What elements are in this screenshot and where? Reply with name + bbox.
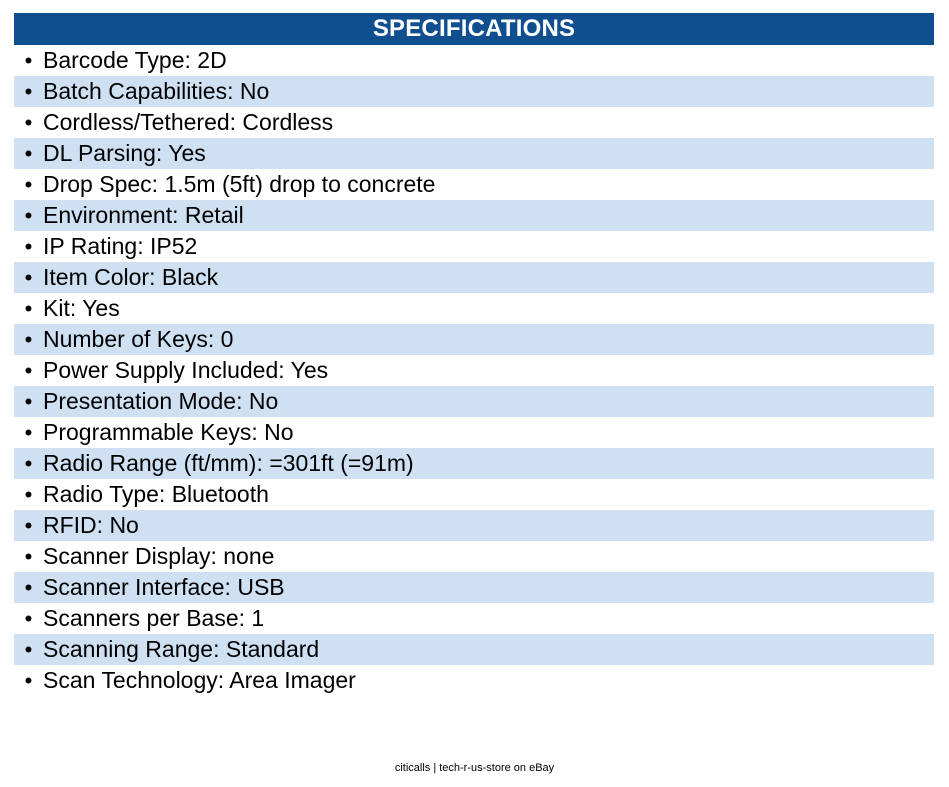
spec-row: • Scan Technology: Area Imager (14, 665, 934, 696)
bullet-icon: • (24, 482, 33, 507)
spec-row: • Scanner Interface: USB (14, 572, 934, 603)
spec-text: DL Parsing: Yes (43, 140, 206, 166)
bullet-icon: • (24, 420, 33, 445)
spec-text: Cordless/Tethered: Cordless (43, 109, 334, 135)
bullet-icon: • (24, 451, 33, 476)
spec-row: • Power Supply Included: Yes (14, 355, 934, 386)
spec-text: Radio Range (ft/mm): =301ft (=91m) (43, 450, 414, 476)
bullet-icon: • (24, 668, 33, 693)
spec-row: • Kit: Yes (14, 293, 934, 324)
spec-row: • Scanning Range: Standard (14, 634, 934, 665)
spec-text: Barcode Type: 2D (43, 47, 227, 73)
bullet-icon: • (24, 48, 33, 73)
spec-row: • Number of Keys: 0 (14, 324, 934, 355)
bullet-icon: • (24, 327, 33, 352)
bullet-icon: • (24, 389, 33, 414)
spec-row: • Item Color: Black (14, 262, 934, 293)
bullet-icon: • (24, 296, 33, 321)
bullet-icon: • (24, 203, 33, 228)
specifications-list: • Barcode Type: 2D • Batch Capabilities: N… (14, 45, 934, 696)
bullet-icon: • (24, 544, 33, 569)
bullet-icon: • (24, 575, 33, 600)
spec-row: • Presentation Mode: No (14, 386, 934, 417)
spec-row: • Radio Range (ft/mm): =301ft (=91m) (14, 448, 934, 479)
bullet-icon: • (24, 513, 33, 538)
spec-text: Kit: Yes (43, 295, 120, 321)
bullet-icon: • (24, 234, 33, 259)
spec-text: RFID: No (43, 512, 139, 538)
spec-row: • RFID: No (14, 510, 934, 541)
bullet-icon: • (24, 172, 33, 197)
bullet-icon: • (24, 110, 33, 135)
bullet-icon: • (24, 79, 33, 104)
spec-text: Power Supply Included: Yes (43, 357, 329, 383)
spec-row: • Radio Type: Bluetooth (14, 479, 934, 510)
spec-row: • DL Parsing: Yes (14, 138, 934, 169)
spec-text: Scanner Interface: USB (43, 574, 285, 600)
spec-text: Scanners per Base: 1 (43, 605, 265, 631)
spec-text: Scanning Range: Standard (43, 636, 320, 662)
spec-row: • Programmable Keys: No (14, 417, 934, 448)
spec-text: Environment: Retail (43, 202, 244, 228)
spec-text: Programmable Keys: No (43, 419, 294, 445)
spec-row: • Drop Spec: 1.5m (5ft) drop to concrete (14, 169, 934, 200)
footer-credit: citicalls | tech-r-us-store on eBay (394, 762, 555, 774)
bullet-icon: • (24, 265, 33, 290)
spec-row: • Barcode Type: 2D (14, 45, 934, 76)
bullet-icon: • (24, 358, 33, 383)
spec-row: • Scanners per Base: 1 (14, 603, 934, 634)
specifications-table: SPECIFICATIONS • Barcode Type: 2D • Batch … (14, 13, 934, 696)
spec-text: Batch Capabilities: No (43, 78, 270, 104)
bullet-icon: • (24, 606, 33, 631)
spec-row: • Cordless/Tethered: Cordless (14, 107, 934, 138)
spec-text: Radio Type: Bluetooth (43, 481, 269, 507)
specifications-header: SPECIFICATIONS (14, 13, 934, 45)
spec-row: • IP Rating: IP52 (14, 231, 934, 262)
spec-text: Scan Technology: Area Imager (43, 667, 356, 693)
spec-text: Presentation Mode: No (43, 388, 279, 414)
bullet-icon: • (24, 637, 33, 662)
spec-row: • Scanner Display: none (14, 541, 934, 572)
spec-text: Item Color: Black (43, 264, 219, 290)
spec-row: • Batch Capabilities: No (14, 76, 934, 107)
spec-text: IP Rating: IP52 (43, 233, 198, 259)
bullet-icon: • (24, 141, 33, 166)
spec-text: Number of Keys: 0 (43, 326, 234, 352)
spec-text: Scanner Display: none (43, 543, 275, 569)
spec-row: • Environment: Retail (14, 200, 934, 231)
spec-text: Drop Spec: 1.5m (5ft) drop to concrete (43, 171, 436, 197)
